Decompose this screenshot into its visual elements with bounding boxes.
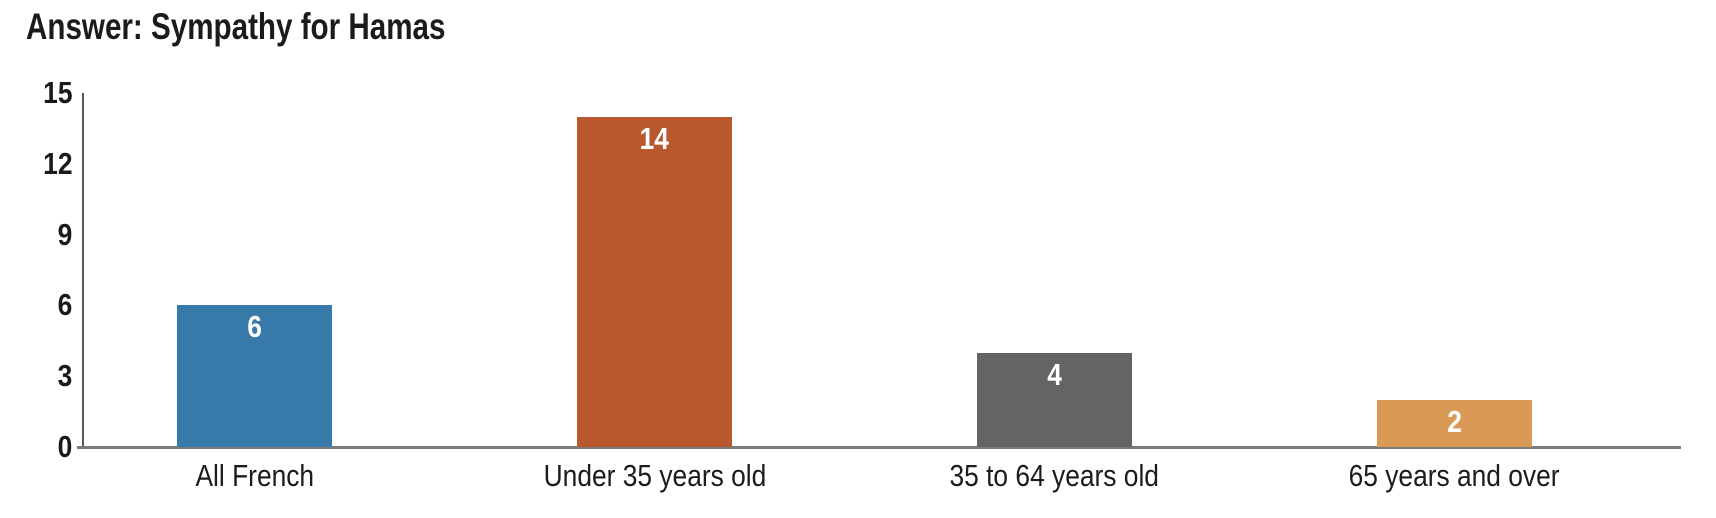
x-axis-labels: All French Under 35 years old 35 to 64 yea…: [55, 458, 1654, 494]
bar-value-label: 2: [1446, 404, 1462, 439]
y-tick-label: 0: [57, 429, 72, 464]
x-axis-line: [77, 446, 1681, 449]
x-category-label: Under 35 years old: [543, 458, 766, 493]
bar-slot: 2: [1254, 93, 1654, 447]
y-tick-label: 12: [42, 145, 72, 181]
y-axis: 0 3 6 9 12 15: [0, 0, 72, 518]
bar: 14: [577, 117, 733, 447]
bar-slot: 14: [455, 93, 855, 447]
y-tick-label: 3: [57, 358, 72, 394]
bar-value-label: 14: [639, 121, 670, 156]
plot-area: 6 14 4 2: [55, 93, 1654, 447]
bar: 4: [976, 353, 1132, 447]
y-tick-label: 6: [57, 287, 72, 323]
x-category-label: All French: [195, 458, 315, 493]
y-tick-label: 9: [57, 216, 72, 252]
bar-slot: 6: [55, 93, 455, 447]
x-category-label: 65 years and over: [1348, 458, 1560, 493]
chart-title: Answer: Sympathy for Hamas: [26, 6, 446, 47]
x-category-label: 35 to 64 years old: [949, 458, 1160, 493]
bar-slot: 4: [855, 93, 1255, 447]
y-axis-line: [82, 93, 84, 448]
bar: 6: [177, 305, 333, 447]
bar-value-label: 6: [247, 309, 263, 344]
y-tick-label: 15: [42, 75, 72, 110]
bar-value-label: 4: [1047, 357, 1062, 392]
bar: 2: [1376, 400, 1532, 447]
